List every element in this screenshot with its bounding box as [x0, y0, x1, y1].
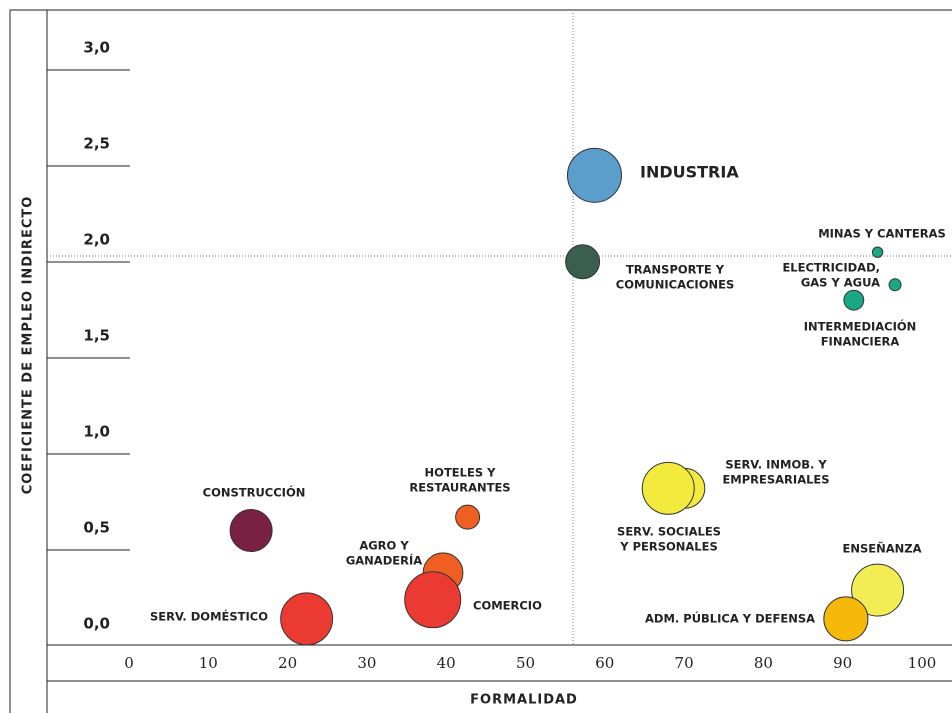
x-tick-label: 10: [199, 654, 218, 672]
x-tick-label: 80: [754, 654, 773, 672]
point-label: TRANSPORTE Y: [626, 263, 725, 277]
bubble: [566, 147, 622, 203]
y-tick-label: 3,0: [83, 39, 110, 57]
x-tick-label: 60: [595, 654, 614, 672]
point-label: EMPRESARIALES: [722, 473, 829, 487]
x-tick-label: 100: [908, 654, 937, 672]
point-label: MINAS Y CANTERAS: [818, 227, 946, 241]
point-label: COMUNICACIONES: [616, 278, 735, 292]
y-tick-label: 1,5: [83, 327, 110, 345]
x-tick-label: 40: [437, 654, 456, 672]
y-axis-title: COEFICIENTE DE EMPLEO INDIRECTO: [21, 196, 36, 495]
point-label: RESTAURANTES: [409, 481, 510, 495]
point-label: SERV. SOCIALES: [617, 525, 721, 539]
bubble: [280, 592, 334, 646]
bubble: [888, 278, 902, 292]
bubble: [641, 461, 695, 515]
point-label: HOTELES Y: [425, 466, 497, 480]
bubble: [843, 289, 865, 311]
bubble: [851, 563, 905, 617]
y-tick-label: 2,0: [83, 231, 110, 249]
bubble: [823, 596, 869, 642]
bubble: [404, 571, 462, 629]
bubble: [871, 246, 884, 258]
y-tick-label: 2,5: [83, 135, 110, 153]
bubble: [229, 509, 273, 553]
x-tick-label: 0: [124, 654, 134, 672]
point-label: ENSEÑANZA: [842, 541, 921, 556]
point-label: INTERMEDIACIÓN: [804, 319, 917, 334]
point-label: Y PERSONALES: [619, 540, 718, 554]
point-label: CONSTRUCCIÓN: [203, 485, 306, 500]
point-label: ADM. PÚBLICA Y DEFENSA: [645, 611, 815, 626]
y-tick-label: 0,0: [83, 615, 110, 633]
point-label: AGRO Y: [359, 539, 409, 553]
y-tick-label: 0,5: [83, 519, 110, 537]
point-label: FINANCIERA: [821, 335, 900, 349]
point-label: GAS Y AGUA: [801, 276, 880, 290]
point-label: GANADERÍA: [346, 553, 422, 568]
x-tick-label: 70: [675, 654, 694, 672]
y-tick-label: 1,0: [83, 423, 110, 441]
point-label: ELECTRICIDAD,: [782, 261, 880, 275]
x-tick-label: 20: [278, 654, 297, 672]
x-tick-label: 30: [357, 654, 376, 672]
point-label: SERV. INMOB. Y: [725, 458, 827, 472]
x-tick-label: 90: [833, 654, 852, 672]
point-label: COMERCIO: [473, 599, 542, 613]
bubble: [565, 244, 601, 280]
x-tick-label: 50: [516, 654, 535, 672]
x-axis-title: FORMALIDAD: [470, 693, 578, 708]
point-label: INDUSTRIA: [640, 163, 739, 182]
point-label: SERV. DOMÉSTICO: [150, 609, 268, 624]
bubble: [455, 504, 481, 530]
